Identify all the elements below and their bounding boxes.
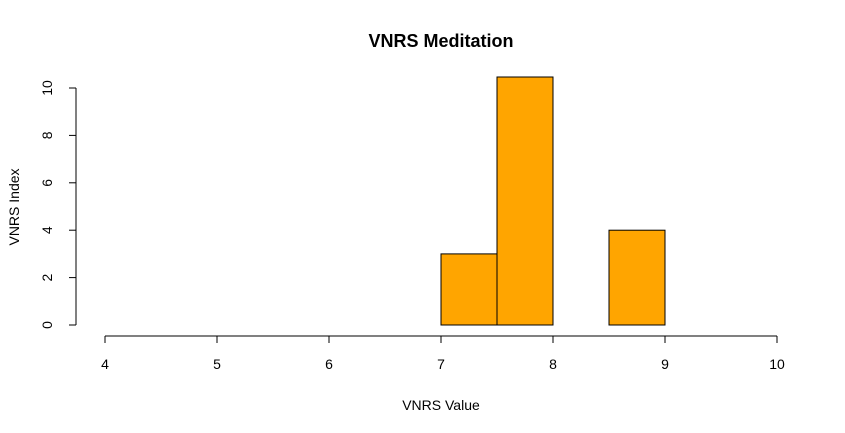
y-tick-label: 10 bbox=[39, 80, 55, 96]
y-tick-label: 6 bbox=[39, 179, 55, 187]
x-tick-label: 8 bbox=[549, 356, 557, 372]
x-tick-label: 10 bbox=[769, 356, 785, 372]
y-tick-label: 4 bbox=[39, 226, 55, 234]
chart-title: VNRS Meditation bbox=[368, 31, 513, 51]
x-axis-label: VNRS Value bbox=[402, 397, 480, 413]
y-tick-label: 8 bbox=[39, 131, 55, 139]
histogram-bar-2 bbox=[496, 76, 554, 326]
x-tick-label: 4 bbox=[101, 356, 109, 372]
y-axis-label: VNRS Index bbox=[6, 168, 22, 245]
x-tick-label: 9 bbox=[661, 356, 669, 372]
y-axis: 0 2 4 6 8 10 bbox=[39, 80, 77, 329]
histogram-bar-1 bbox=[440, 253, 498, 326]
y-tick-label: 2 bbox=[39, 273, 55, 281]
x-axis: 4 5 6 7 8 9 10 bbox=[101, 335, 785, 372]
x-tick-label: 7 bbox=[437, 356, 445, 372]
x-tick-label: 6 bbox=[325, 356, 333, 372]
x-tick-label: 5 bbox=[213, 356, 221, 372]
histogram-bar-4 bbox=[608, 229, 666, 326]
y-tick-label: 0 bbox=[39, 321, 55, 329]
bars-group bbox=[440, 76, 666, 326]
